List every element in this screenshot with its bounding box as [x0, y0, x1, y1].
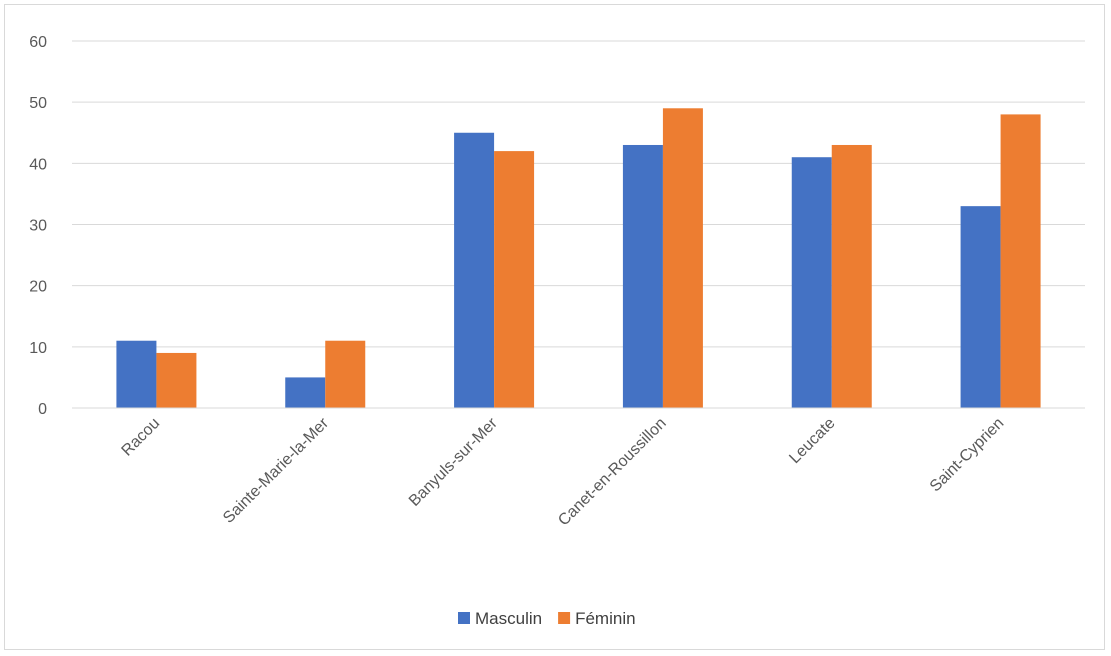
- bar-fminin-1: [325, 340, 366, 408]
- x-tick-label: Banyuls-sur-Mer: [406, 414, 501, 509]
- x-tick-label: Sainte-Marie-la-Mer: [220, 414, 332, 526]
- bar-fminin-5: [1000, 114, 1041, 409]
- bars: [116, 108, 1041, 409]
- legend-swatch: [558, 612, 571, 624]
- legend: Masculin Féminin: [458, 609, 636, 628]
- legend-label: Masculin: [475, 609, 542, 628]
- bar-masculin-1: [285, 377, 326, 408]
- bar-masculin-2: [454, 132, 495, 408]
- legend-swatch: [458, 612, 470, 624]
- y-tick-label: 30: [29, 218, 47, 235]
- bar-masculin-0: [116, 340, 157, 408]
- bar-fminin-0: [156, 352, 197, 408]
- bar-masculin-3: [622, 144, 663, 408]
- bar-masculin-4: [791, 157, 832, 408]
- gridlines: [72, 40, 1085, 348]
- x-tick-label: Canet-en-Roussillon: [555, 415, 670, 530]
- y-tick-label: 40: [29, 156, 47, 173]
- bar-fminin-3: [662, 108, 703, 409]
- y-tick-label: 0: [38, 401, 47, 418]
- y-tick-label: 20: [29, 279, 47, 296]
- y-tick-label: 50: [29, 95, 47, 112]
- bar-fminin-2: [494, 151, 535, 408]
- legend-label: Féminin: [575, 609, 635, 628]
- y-tick-label: 10: [29, 340, 47, 357]
- y-tick-label: 60: [29, 34, 47, 51]
- x-tick-label: Saint-Cyprien: [927, 415, 1008, 496]
- bar-masculin-5: [960, 206, 1001, 408]
- y-axis-ticks: 0 10 20 30 40 50 60: [29, 34, 47, 418]
- bar-fminin-4: [831, 144, 872, 408]
- x-tick-label: Racou: [119, 415, 164, 460]
- x-axis-ticks: Racou Sainte-Marie-la-Mer Banyuls-sur-Mer C…: [119, 414, 1008, 529]
- chart-frame: [4, 4, 1105, 650]
- x-tick-label: Leucate: [786, 415, 838, 467]
